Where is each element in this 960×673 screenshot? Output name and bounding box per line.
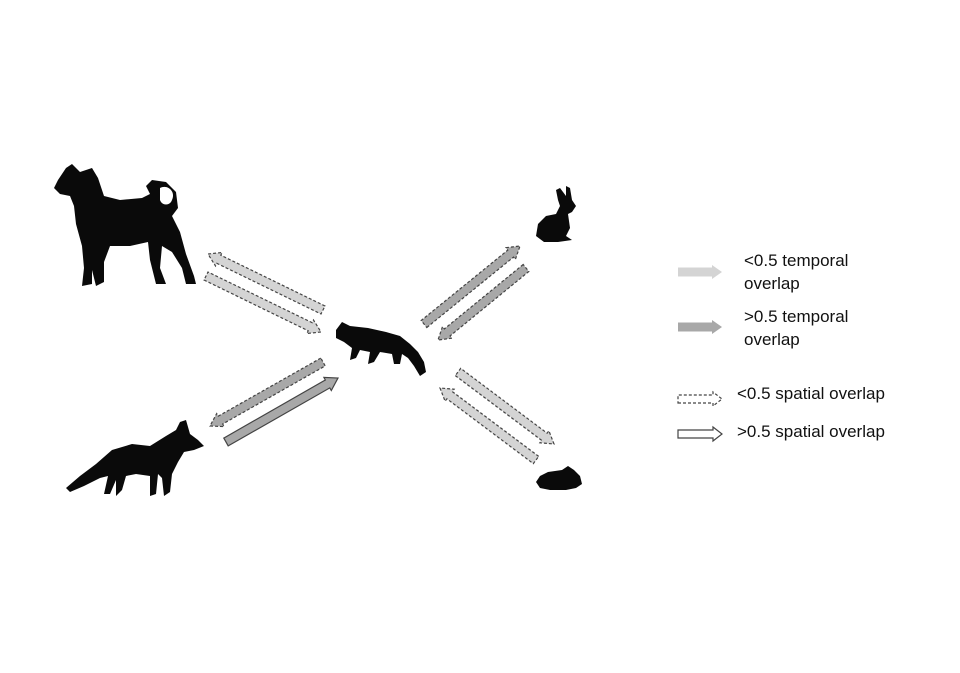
legend-spatial-low-symbol	[677, 390, 723, 408]
rabbit-icon	[536, 186, 576, 242]
arrow-rodent-to-marten	[439, 387, 540, 465]
interaction-arrows	[203, 245, 555, 465]
legend-temporal-high-line2: overlap	[744, 330, 800, 349]
legend: <0.5 temporal overlap >0.5 temporal over…	[677, 251, 885, 443]
fox-icon	[66, 420, 204, 496]
arrow-marten-to-fox	[209, 357, 327, 428]
rodent-icon	[536, 466, 582, 490]
arrow-marten-to-rabbit	[420, 245, 521, 329]
legend-spatial-low-label: <0.5 spatial overlap	[737, 384, 885, 403]
marten-icon	[336, 322, 426, 376]
legend-temporal-low-symbol	[678, 265, 722, 279]
legend-temporal-low-label: <0.5 temporal overlap	[744, 251, 853, 293]
legend-temporal-low-line2: overlap	[744, 274, 800, 293]
arrow-marten-to-rodent	[454, 367, 555, 445]
arrow-marten-to-dog	[206, 251, 326, 315]
legend-spatial-high-label: >0.5 spatial overlap	[737, 422, 885, 441]
legend-temporal-low-line1: <0.5 temporal	[744, 251, 848, 270]
arrow-rabbit-to-marten	[437, 263, 530, 341]
legend-spatial-high-symbol	[677, 425, 723, 443]
legend-temporal-high-line1: >0.5 temporal	[744, 307, 848, 326]
legend-symbols	[677, 265, 723, 443]
arrow-fox-to-marten	[222, 376, 339, 447]
legend-temporal-high-symbol	[678, 320, 722, 334]
legend-temporal-high-label: >0.5 temporal overlap	[744, 307, 853, 349]
arrow-dog-to-marten	[203, 271, 323, 335]
dog-icon	[54, 164, 196, 286]
